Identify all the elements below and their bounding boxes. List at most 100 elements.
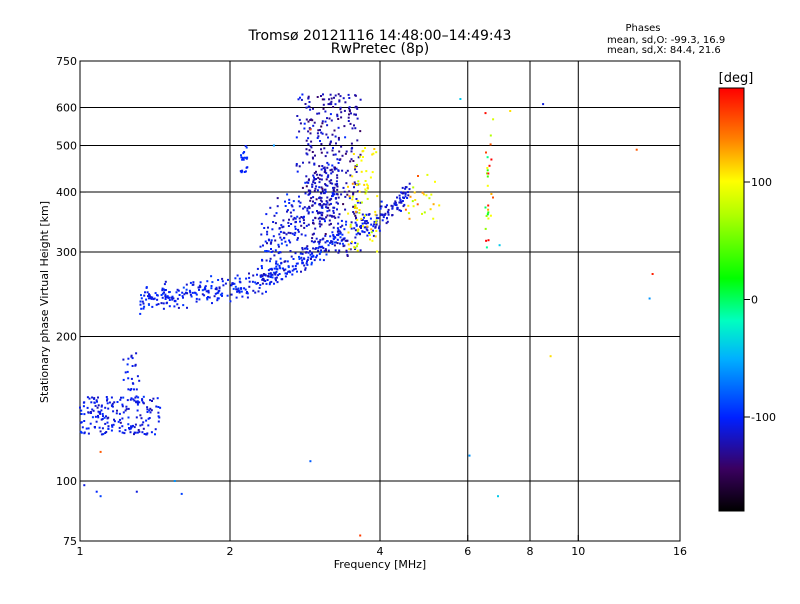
data-point	[432, 203, 435, 206]
data-point	[278, 251, 281, 254]
data-point	[356, 199, 359, 202]
data-point	[327, 206, 330, 209]
data-point	[332, 106, 335, 108]
data-point	[237, 287, 240, 290]
data-point	[128, 427, 130, 429]
data-point	[309, 189, 312, 192]
data-point	[107, 425, 110, 428]
data-point	[277, 243, 280, 246]
data-point	[330, 172, 333, 175]
data-point	[329, 214, 332, 217]
data-point	[319, 199, 322, 202]
data-point	[336, 227, 339, 230]
data-point	[159, 406, 162, 409]
data-point	[321, 120, 324, 123]
data-point	[323, 249, 326, 252]
data-point	[248, 276, 251, 279]
data-point	[336, 185, 339, 188]
data-point	[186, 292, 189, 295]
data-point	[329, 93, 332, 96]
data-point	[207, 290, 209, 293]
data-point	[87, 432, 90, 435]
data-point	[164, 293, 167, 296]
data-point	[486, 172, 488, 175]
data-point	[361, 222, 364, 225]
data-point	[375, 230, 378, 232]
data-point	[191, 291, 194, 294]
data-point	[276, 263, 279, 266]
data-point	[345, 171, 348, 174]
data-point	[175, 291, 178, 294]
data-point	[121, 431, 124, 434]
data-point	[285, 244, 288, 247]
data-point	[267, 226, 269, 229]
data-point	[240, 171, 243, 174]
data-point	[266, 242, 268, 245]
data-point	[356, 219, 359, 221]
data-point	[320, 148, 322, 151]
data-point	[221, 292, 224, 295]
data-point	[355, 165, 358, 167]
data-point	[336, 193, 339, 196]
data-point	[362, 225, 364, 228]
data-point	[301, 252, 304, 255]
data-point	[406, 197, 409, 199]
data-point	[145, 286, 148, 289]
data-point	[184, 291, 187, 294]
data-point	[487, 217, 490, 220]
data-point	[222, 284, 225, 287]
data-point	[332, 234, 335, 236]
data-point	[331, 149, 334, 152]
data-point	[270, 274, 273, 277]
data-point	[265, 282, 268, 285]
data-point	[122, 411, 125, 414]
data-point	[296, 170, 299, 173]
data-point	[173, 480, 176, 482]
data-point	[426, 173, 429, 176]
data-point	[296, 238, 299, 241]
data-point	[277, 245, 280, 248]
data-point	[407, 212, 410, 215]
data-point	[276, 281, 279, 284]
data-point	[100, 418, 103, 421]
data-point	[312, 124, 315, 127]
data-point	[335, 142, 337, 145]
data-point	[275, 279, 277, 282]
data-point	[286, 210, 288, 213]
data-point	[348, 106, 351, 109]
data-point	[542, 103, 545, 106]
data-point	[352, 192, 355, 195]
data-point	[324, 171, 327, 174]
data-point	[245, 146, 248, 149]
data-point	[331, 170, 334, 173]
data-point	[282, 231, 285, 234]
data-point	[162, 307, 165, 310]
data-point	[303, 226, 306, 229]
data-point	[321, 211, 324, 214]
data-point	[150, 297, 153, 300]
data-point	[364, 180, 367, 182]
data-point	[381, 219, 384, 222]
data-point	[291, 205, 294, 208]
data-point	[296, 270, 298, 273]
data-point	[136, 409, 139, 412]
data-point	[94, 404, 97, 407]
data-point	[306, 263, 309, 266]
data-point	[487, 208, 490, 211]
data-point	[421, 212, 423, 215]
data-point	[324, 190, 327, 193]
data-point	[307, 97, 310, 100]
data-point	[321, 122, 324, 125]
data-point	[274, 278, 277, 281]
data-point	[327, 174, 330, 177]
data-point	[131, 357, 134, 360]
data-point	[311, 151, 314, 153]
data-point	[340, 116, 343, 119]
data-point	[320, 168, 323, 171]
data-point	[103, 416, 106, 419]
data-point	[332, 147, 334, 149]
data-point	[259, 284, 262, 286]
data-point	[125, 405, 128, 408]
data-point	[138, 379, 141, 382]
data-point	[353, 246, 356, 249]
